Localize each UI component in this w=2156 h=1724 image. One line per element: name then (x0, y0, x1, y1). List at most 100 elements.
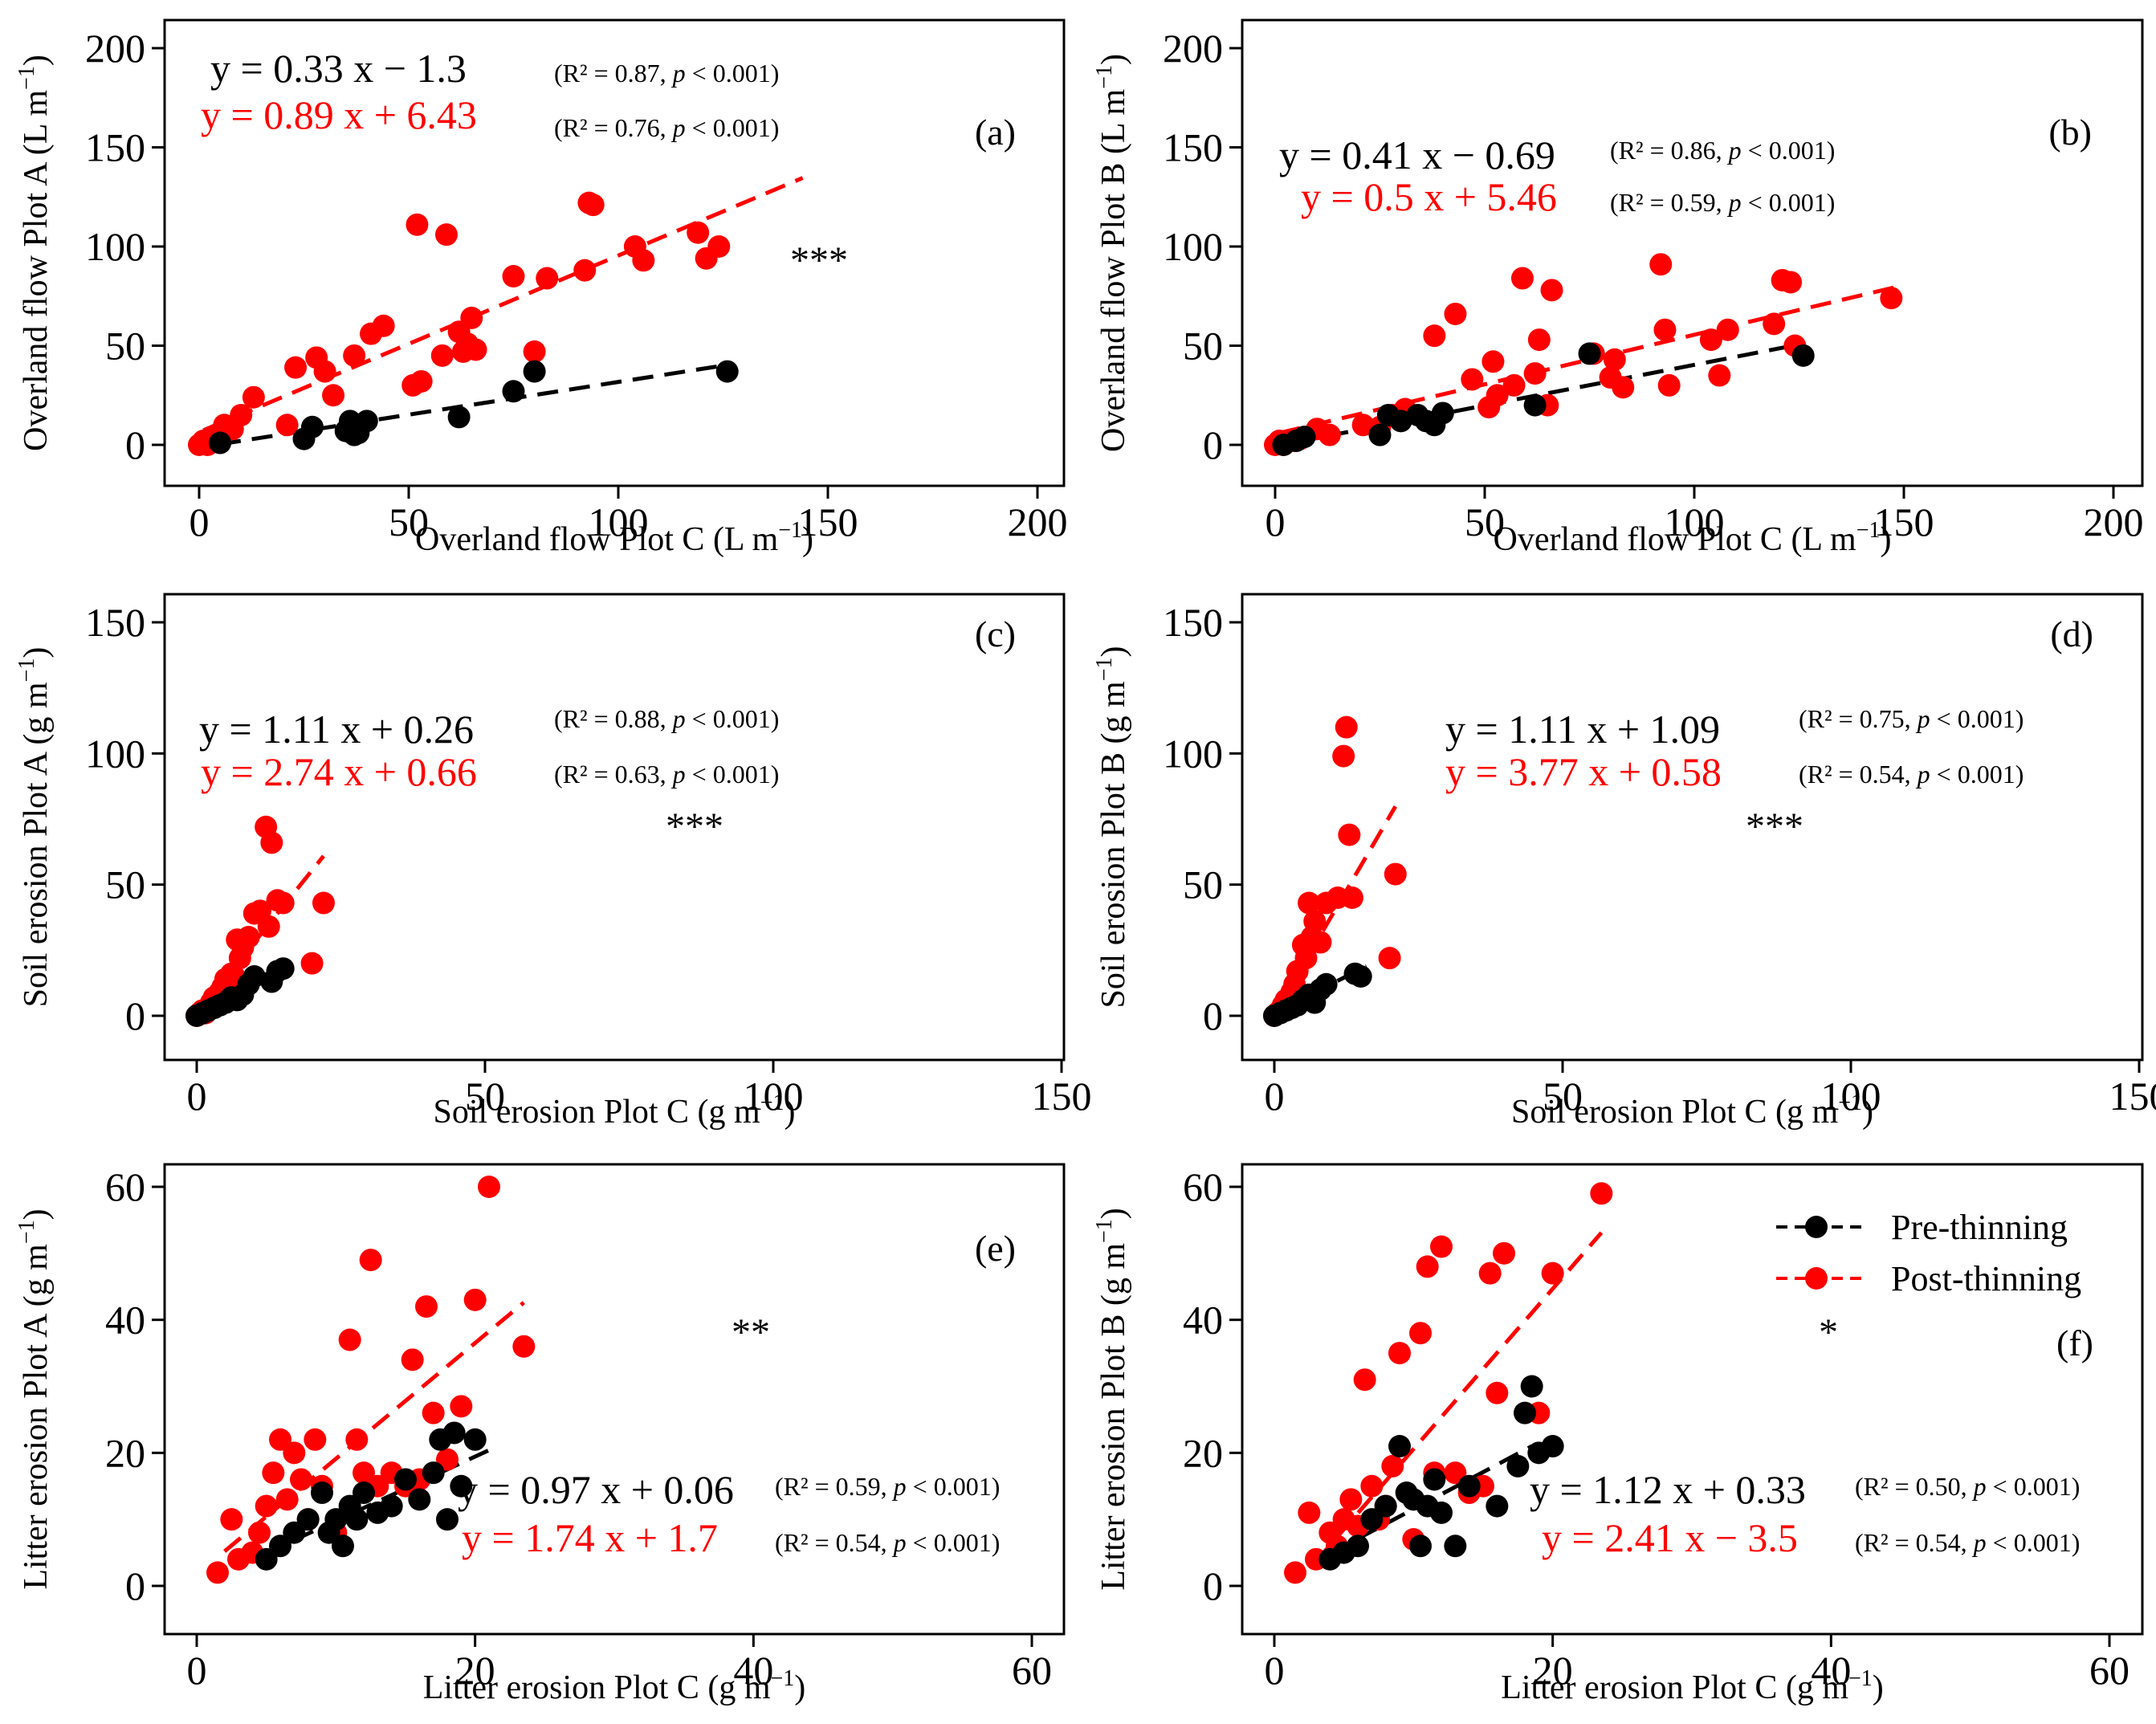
post-data-point (275, 414, 299, 437)
post-fit-line (1314, 1231, 1604, 1563)
post-data-point (1649, 253, 1673, 276)
post-data-point (372, 314, 395, 337)
post-data-point (1523, 362, 1547, 385)
pre-data-point (1486, 1494, 1509, 1518)
post-data-point (300, 952, 324, 975)
pre-regression-stats: (R² = 0.87, p < 0.001) (554, 59, 779, 88)
pre-data-point (1368, 423, 1392, 446)
pre-data-point (408, 1488, 431, 1511)
pre-data-point (523, 360, 546, 383)
pre-data-point (283, 1521, 306, 1544)
pre-data-point (1409, 1534, 1432, 1558)
pre-data-point (450, 1474, 473, 1498)
stat-fragment: < 0.001) (1930, 704, 2024, 733)
post-data-point (1309, 931, 1332, 954)
pre-data-point (332, 1534, 354, 1558)
y-tick-label: 150 (85, 125, 145, 170)
pre-data-point (1423, 1468, 1446, 1491)
pre-data-point (242, 965, 266, 988)
panel-label: (b) (2048, 112, 2092, 153)
post-data-point (1763, 312, 1786, 336)
x-tick-label: 0 (1265, 499, 1286, 544)
x-axis-label: Overland flow Plot C (L m−1) (1493, 518, 1891, 558)
y-tick-label: 100 (85, 731, 145, 776)
significance-marker: *** (1746, 805, 1803, 848)
y-tick-label: 150 (1163, 125, 1223, 170)
stat-fragment: p (1727, 188, 1742, 217)
x-tick-label: 20 (455, 1648, 495, 1693)
x-tick-label: 100 (1665, 499, 1725, 544)
stat-fragment: < 0.001) (1742, 188, 1836, 217)
x-tick-label: 40 (1811, 1648, 1851, 1693)
x-tick-label: 50 (465, 1074, 505, 1119)
post-data-point (1502, 373, 1526, 397)
post-data-point (1303, 910, 1327, 933)
stat-fragment: (R² = 0.76, (554, 113, 673, 142)
stat-fragment: < 0.001) (686, 113, 780, 142)
label-main: Litter erosion Plot B (g m (1095, 1243, 1132, 1591)
post-data-point (422, 1401, 445, 1424)
pre-data-point (1431, 401, 1454, 425)
legend-label: Post-thinning (1891, 1259, 2081, 1298)
pre-data-point (1314, 972, 1338, 996)
stat-fragment: (R² = 0.87, (554, 59, 673, 88)
label-sup: −1 (14, 66, 39, 90)
plot-frame (1241, 593, 2144, 1062)
stat-fragment: p (671, 760, 686, 789)
legend: Pre-thinning Post-thinning (1776, 1208, 2081, 1298)
label-main: Soil erosion Plot A (g m (18, 682, 55, 1007)
x-tick-label: 0 (187, 1648, 207, 1693)
plot-frame (1241, 1163, 2144, 1636)
label-sup: −1 (1092, 658, 1117, 682)
post-data-point (573, 259, 597, 282)
x-tick-label: 60 (1012, 1648, 1052, 1693)
post-data-point (1294, 947, 1318, 970)
post-data-point (1298, 891, 1321, 915)
post-data-point (502, 265, 525, 288)
stat-fragment: < 0.001) (1930, 760, 2024, 789)
y-tick-label: 100 (1163, 224, 1223, 269)
label-main: Soil erosion Plot C (g m (1511, 1094, 1839, 1131)
stat-fragment: p (1727, 136, 1742, 165)
pre-data-point (1520, 1375, 1543, 1398)
post-data-point (1486, 1381, 1509, 1404)
pre-data-point (1430, 1501, 1453, 1524)
post-regression-equation: y = 0.5 x + 5.46 (1301, 174, 1557, 219)
post-data-point (450, 1395, 473, 1418)
y-tick-label: 200 (85, 26, 145, 71)
x-tick-label: 0 (1265, 1648, 1285, 1693)
post-data-point (269, 1428, 291, 1451)
pre-data-point (1293, 426, 1316, 449)
pre-data-point (715, 360, 739, 383)
post-data-point (313, 360, 336, 383)
stat-fragment: < 0.001) (907, 1528, 1001, 1557)
y-tick-label: 200 (1163, 26, 1223, 71)
post-regression-stats: (R² = 0.63, p < 0.001) (554, 760, 779, 789)
stat-fragment: p (671, 704, 686, 733)
post-data-point (1339, 1488, 1363, 1511)
y-tick-label: 20 (1183, 1430, 1223, 1475)
panel-f: 0 20 40 60 0 20 40 60 Litter erosion Plot C (g m… (1092, 1163, 2144, 1706)
x-tick-label: 60 (2089, 1648, 2130, 1693)
panel-label: (f) (2056, 1323, 2093, 1363)
pre-data-point (394, 1468, 417, 1491)
post-regression-stats: (R² = 0.54, p < 0.001) (1799, 760, 2024, 789)
post-data-point (1416, 1255, 1439, 1278)
panel-a: 0 50 100 150 200 0 50 100 150 200 Overland flow Pl… (14, 18, 1068, 558)
post-data-point (1298, 1501, 1321, 1524)
post-data-point (434, 223, 458, 247)
plot-frame (163, 18, 1066, 487)
label-main: Litter erosion Plot C (g m (1501, 1669, 1848, 1706)
x-tick-label: 100 (1821, 1074, 1881, 1119)
pre-fit-line (1295, 341, 1804, 444)
x-tick-label: 150 (2109, 1074, 2156, 1119)
legend-label: Pre-thinning (1891, 1208, 2068, 1247)
stat-fragment: p (1916, 704, 1930, 733)
label-main: Overland flow Plot C (L m (1493, 521, 1856, 558)
post-data-point (1423, 324, 1446, 348)
post-data-point (1708, 364, 1731, 387)
stat-fragment: p (671, 113, 686, 142)
stat-fragment: p (671, 59, 686, 88)
significance-marker: * (1819, 1311, 1838, 1354)
